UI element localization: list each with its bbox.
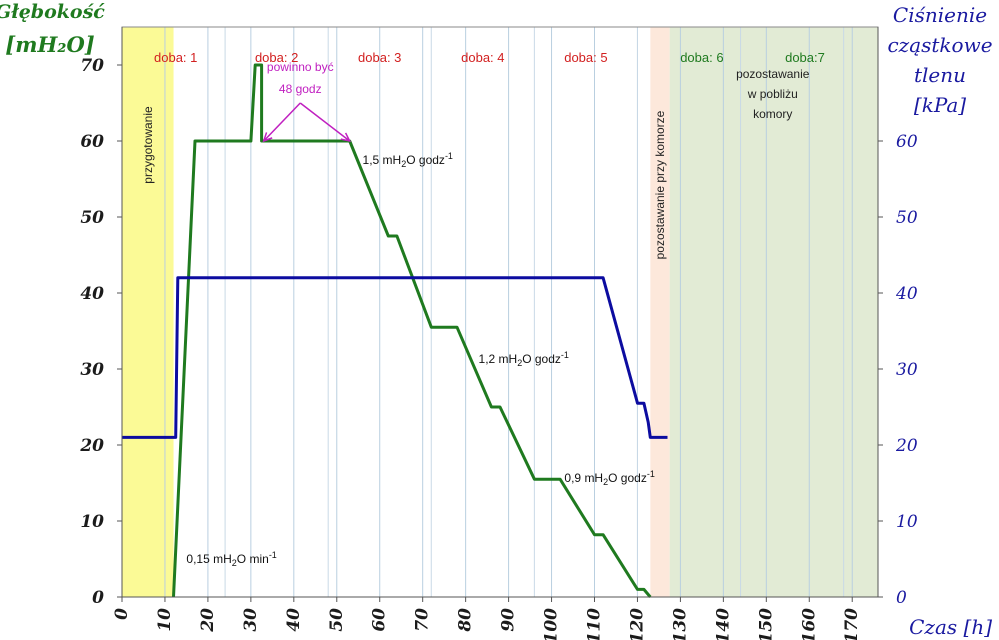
rate-annotation: 0,15 mH2O min-1	[186, 550, 276, 568]
x-tick-label: 160	[799, 608, 819, 640]
x-tick-label: 10	[155, 608, 175, 632]
x-tick-label: 150	[756, 608, 776, 640]
gridlines	[164, 27, 853, 597]
callout-arrow-left	[263, 102, 301, 142]
x-axis-title: Czas [h]	[909, 615, 992, 639]
depth-series-line	[172, 63, 652, 598]
axes: 0 10 20 30 40 50 60 70 0 10 20 30 40 50 60 0 10 20 30 40 50 6…	[79, 27, 918, 640]
day-label: doba:7	[785, 50, 825, 65]
y-right-tick-label: 40	[895, 284, 918, 304]
y-left-tick-label: 0	[92, 588, 104, 608]
x-tick-label: 20	[198, 608, 218, 633]
callout-line-2: 48 godz	[279, 82, 322, 96]
y-right-tick-label: 0	[896, 588, 907, 608]
x-tick-label: 70	[413, 608, 433, 632]
right-axis-title-line-1: Ciśnienie	[893, 3, 987, 27]
right-axis-title-line-2: cząstkowe	[887, 33, 992, 57]
left-axis-title-line-2: [mH₂O]	[5, 32, 94, 57]
x-tick-label: 80	[456, 608, 476, 633]
y-right-tick-label: 20	[895, 436, 918, 456]
region-label: pozostawanie przy komorze	[653, 110, 667, 259]
y-right-tick-label: 30	[896, 360, 918, 380]
left-axis-title-line-1: Głębokość	[0, 1, 105, 23]
y-left-tick-label: 60	[80, 132, 104, 152]
region-text-line: w pobliżu	[747, 87, 798, 101]
series	[122, 63, 668, 598]
x-tick-label: 170	[842, 608, 862, 640]
day-label: doba: 4	[461, 50, 504, 65]
day-label: doba: 2	[255, 50, 298, 65]
x-tick-label: 90	[499, 608, 519, 632]
x-tick-label: 130	[670, 608, 690, 640]
day-label: doba: 1	[154, 50, 197, 65]
callout-arrowhead	[340, 132, 352, 143]
y-left-tick-label: 70	[80, 56, 104, 76]
annotations: 0,15 mH2O min-1 1,5 mH2O godz-1 1,2 mH2O g…	[186, 60, 654, 568]
callout-arrowhead	[262, 132, 273, 143]
x-tick-label: 60	[370, 608, 390, 632]
y-left-tick-label: 10	[80, 512, 104, 532]
day-labels: doba: 1 doba: 2 doba: 3 doba: 4 doba: 5 doba:…	[154, 50, 825, 65]
region-text-line: pozostawanie	[736, 67, 810, 81]
region-1	[650, 27, 670, 597]
right-axis-title-line-3: tlenu	[914, 63, 966, 87]
rate-annotation: 1,2 mH2O godz-1	[479, 350, 569, 368]
x-tick-label: 40	[284, 608, 304, 632]
x-tick-label: 50	[327, 608, 347, 632]
y-right-tick-label: 50	[896, 208, 918, 228]
oxygen-pressure-series-line	[122, 276, 668, 439]
day-label: doba: 6	[680, 50, 723, 65]
callout-arrow-right	[299, 102, 351, 142]
y-left-tick-label: 20	[79, 436, 104, 456]
day-label: doba: 5	[564, 50, 607, 65]
region-labels: przygotowanie pozostawanie przy komorze po…	[141, 67, 810, 259]
y-left-tick-label: 30	[80, 360, 104, 380]
x-tick-label: 30	[241, 608, 261, 632]
region-label: przygotowanie	[141, 106, 155, 184]
day-label: doba: 3	[358, 50, 401, 65]
x-tick-label: 120	[627, 608, 647, 640]
right-axis-title-line-4: [kPa]	[914, 93, 966, 117]
x-tick-label: 0	[112, 608, 132, 620]
rate-annotation: 1,5 mH2O godz-1	[363, 151, 453, 169]
y-right-tick-label: 60	[896, 132, 918, 152]
x-tick-label: 110	[585, 608, 605, 640]
y-left-tick-label: 50	[80, 208, 104, 228]
rate-annotation: 0,9 mH2O godz-1	[564, 469, 654, 487]
region-text-line: komory	[753, 107, 792, 121]
callout-line-1: powinno być	[267, 60, 334, 74]
x-tick-label: 100	[542, 608, 562, 640]
y-right-tick-label: 10	[896, 512, 918, 532]
x-tick-label: 140	[713, 608, 733, 640]
y-left-tick-label: 40	[80, 284, 104, 304]
